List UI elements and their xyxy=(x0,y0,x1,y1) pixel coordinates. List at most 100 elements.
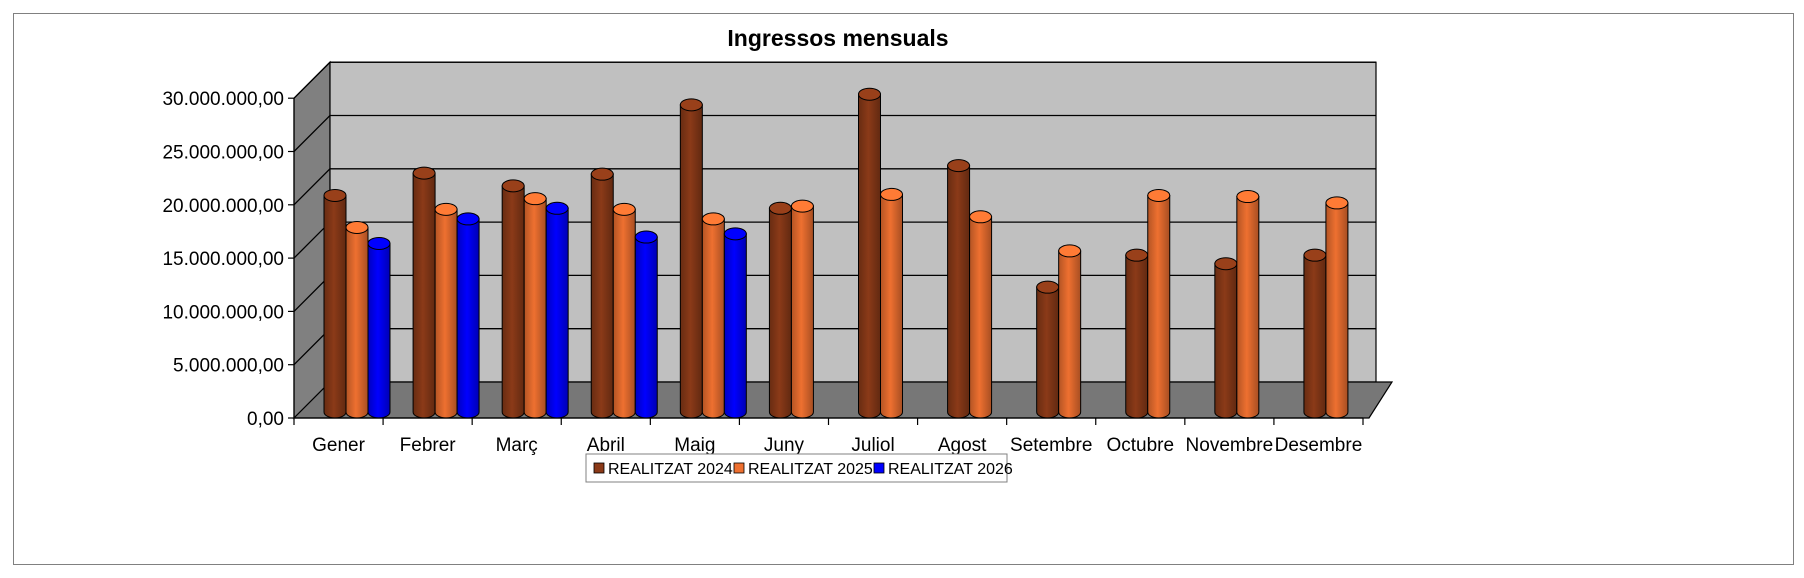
x-tick-label: Setembre xyxy=(1010,435,1092,456)
bar xyxy=(345,220,369,419)
bar xyxy=(790,199,814,419)
bar-body xyxy=(434,208,458,419)
bar xyxy=(947,159,971,419)
bar-body xyxy=(345,226,369,419)
bar-top xyxy=(1214,257,1238,271)
bar-body xyxy=(634,236,658,419)
gridline xyxy=(293,61,1376,99)
legend-swatch xyxy=(593,462,605,474)
x-tick-label: Gener xyxy=(312,435,365,456)
bar xyxy=(768,201,792,419)
x-tick-label: Maig xyxy=(674,435,715,456)
bar xyxy=(367,236,391,419)
bar-body xyxy=(1147,194,1171,419)
chart-frame: 0,00 5.000.000,00 10.000.000,00 15.000.000,… xyxy=(13,13,1794,565)
bar-body xyxy=(545,207,569,419)
legend-label: REALITZAT 2024 xyxy=(608,461,733,478)
bar-top xyxy=(1303,248,1327,262)
x-tick-label: Juliol xyxy=(851,435,894,456)
bar-body xyxy=(1236,196,1260,419)
bar-top xyxy=(323,188,347,202)
bar-body xyxy=(1058,250,1082,419)
y-tick-label: 10.000.000,00 xyxy=(162,302,284,323)
bar-body xyxy=(1214,263,1238,419)
bar xyxy=(1303,248,1327,419)
bar xyxy=(523,192,547,419)
y-tick-label: 0,00 xyxy=(247,409,284,430)
bar-body xyxy=(1325,202,1349,419)
bar xyxy=(701,212,725,419)
x-tick-label: Juny xyxy=(764,435,805,456)
bar-body xyxy=(323,194,347,419)
y-tick-label: 25.000.000,00 xyxy=(162,143,284,164)
chart-bars xyxy=(323,87,1349,419)
bar-top xyxy=(345,220,369,234)
x-tick-label: Octubre xyxy=(1106,435,1174,456)
bar xyxy=(1236,190,1260,419)
bar xyxy=(858,87,881,419)
bar-body xyxy=(1303,254,1327,419)
bar-top xyxy=(634,230,658,244)
bar xyxy=(880,187,903,419)
bar xyxy=(456,212,480,419)
chart-svg: 0,00 5.000.000,00 10.000.000,00 15.000.000,… xyxy=(162,25,1394,483)
bar-top xyxy=(456,212,480,226)
bar-top xyxy=(501,179,525,193)
y-tick-label: 15.000.000,00 xyxy=(162,249,284,270)
bar xyxy=(1214,257,1238,419)
bar-body xyxy=(367,242,391,419)
gridline xyxy=(293,114,1376,152)
bar xyxy=(1058,244,1082,419)
bar-body xyxy=(969,216,993,419)
x-tick-label: Abril xyxy=(587,435,625,456)
bar-top xyxy=(768,201,792,215)
bar-body xyxy=(501,185,525,419)
bar xyxy=(969,210,993,419)
bar-top xyxy=(1125,248,1149,262)
bar-body xyxy=(858,93,881,419)
legend-box xyxy=(585,453,1008,483)
bar-body xyxy=(790,205,814,419)
bar-body xyxy=(1125,254,1149,419)
legend-swatch xyxy=(873,462,885,474)
bar-body xyxy=(679,104,703,419)
bar-body xyxy=(768,207,792,419)
chart-title: Ingressos mensuals xyxy=(727,25,948,51)
bar-body xyxy=(456,218,480,419)
x-tick-label: Desembre xyxy=(1275,435,1363,456)
bar-top xyxy=(858,87,881,101)
bar xyxy=(323,188,347,419)
bar xyxy=(1036,280,1060,419)
bar-top xyxy=(545,201,569,215)
bar-top xyxy=(679,98,703,112)
x-axis: Gener Febrer Març Abril Maig Juny Juliol Agost S… xyxy=(293,417,1364,456)
x-tick-label: Novembre xyxy=(1186,435,1274,456)
bar-top xyxy=(880,187,903,201)
bar-top xyxy=(723,227,747,241)
bar-top xyxy=(1058,244,1082,258)
y-axis: 0,00 5.000.000,00 10.000.000,00 15.000.000,… xyxy=(162,89,295,430)
bar xyxy=(1147,188,1171,419)
bar-body xyxy=(1036,286,1060,419)
bar-top xyxy=(1325,196,1349,210)
bar-top xyxy=(523,192,547,206)
bar xyxy=(1325,196,1349,419)
bar-body xyxy=(590,173,614,419)
y-tick-label: 5.000.000,00 xyxy=(173,356,284,377)
bar-top xyxy=(1147,188,1171,202)
legend-swatch xyxy=(733,462,745,474)
bar xyxy=(723,227,747,419)
legend-label: REALITZAT 2025 xyxy=(748,461,873,478)
bar-body xyxy=(701,218,725,419)
legend-label: REALITZAT 2026 xyxy=(888,461,1013,478)
bar-top xyxy=(612,202,636,216)
bar xyxy=(501,179,525,419)
bar-body xyxy=(947,165,971,419)
bar xyxy=(545,201,569,419)
bar xyxy=(412,166,436,419)
bar-body xyxy=(412,172,436,419)
bar-top xyxy=(790,199,814,213)
bar-top xyxy=(1036,280,1060,294)
gridline xyxy=(293,168,1376,206)
bar-top xyxy=(412,166,436,180)
